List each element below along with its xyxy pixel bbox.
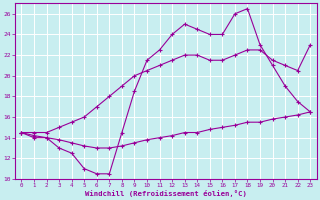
X-axis label: Windchill (Refroidissement éolien,°C): Windchill (Refroidissement éolien,°C): [85, 190, 247, 197]
